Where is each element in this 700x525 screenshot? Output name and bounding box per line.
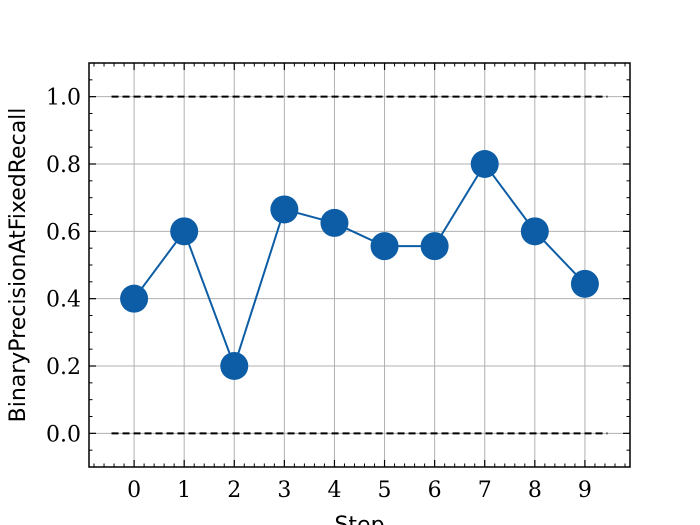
data-point [270, 195, 299, 224]
y-axis-label: BinaryPrecisionAtFixedRecall [6, 108, 31, 423]
data-point [320, 208, 349, 237]
x-tick-label: 8 [528, 478, 542, 503]
y-tick-label: 1.0 [46, 86, 81, 111]
y-tick-labels: 0.0 0.2 0.4 0.6 0.8 1.0 [46, 86, 81, 448]
y-tick-label: 0.8 [46, 153, 81, 178]
x-tick-label: 3 [277, 478, 291, 503]
grid-lines [89, 63, 630, 467]
y-tick-label: 0.2 [46, 355, 81, 380]
reference-lines [111, 95, 608, 435]
data-point [370, 232, 399, 261]
plot-frame [88, 62, 631, 468]
x-tick-label: 2 [227, 478, 241, 503]
data-point [520, 217, 549, 246]
data-point [420, 232, 449, 261]
x-tick-label: 6 [428, 478, 442, 503]
x-axis-label: Step [334, 513, 384, 525]
x-tick-label: 0 [127, 478, 141, 503]
x-tick-label: 1 [177, 478, 191, 503]
x-tick-label: 4 [327, 478, 341, 503]
tick-marks [89, 63, 630, 468]
series-line [133, 162, 586, 370]
y-tick-label: 0.6 [46, 220, 81, 245]
x-tick-label: 5 [378, 478, 392, 503]
y-tick-label: 0.4 [46, 288, 81, 313]
data-point [220, 352, 249, 380]
data-point [570, 269, 599, 298]
x-tick-labels: 0 1 2 3 4 5 6 7 8 9 [127, 478, 592, 503]
x-tick-label: 9 [578, 478, 592, 503]
y-tick-label: 0.0 [46, 422, 81, 447]
series-layer [120, 150, 599, 380]
data-point [120, 284, 149, 313]
x-tick-label: 7 [478, 478, 492, 503]
data-point [470, 150, 499, 178]
data-point [170, 217, 199, 246]
